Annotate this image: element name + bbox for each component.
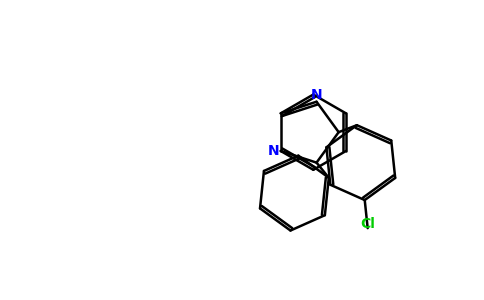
Text: N: N (268, 144, 280, 158)
Text: Cl: Cl (360, 217, 375, 231)
Text: N: N (311, 88, 322, 102)
